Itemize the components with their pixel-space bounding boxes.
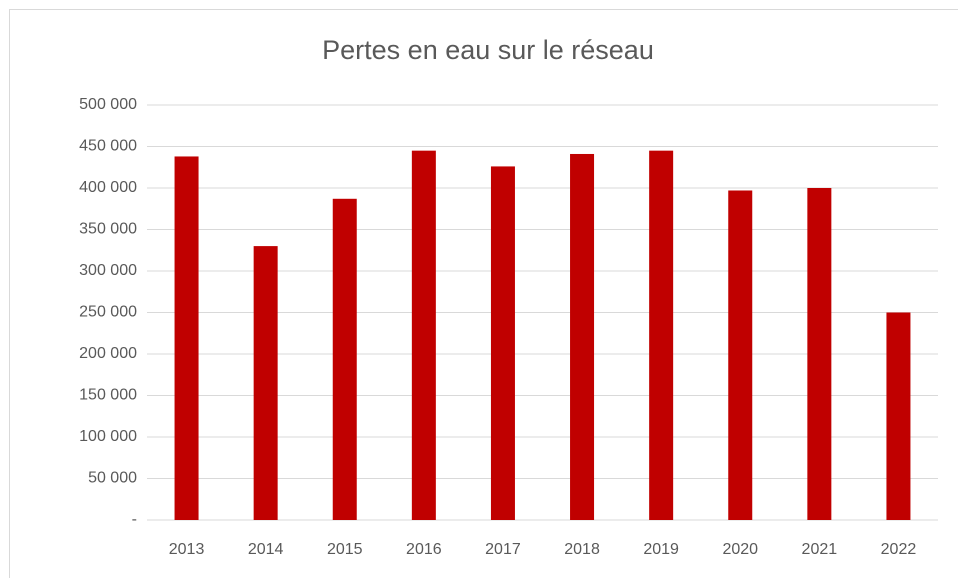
x-tick-label: 2018 bbox=[564, 541, 600, 558]
y-tick-label: 50 000 bbox=[88, 470, 137, 487]
y-tick-label: 350 000 bbox=[79, 221, 137, 238]
x-tick-label: 2013 bbox=[169, 541, 205, 558]
y-tick-label: 250 000 bbox=[79, 304, 137, 321]
bar bbox=[807, 188, 832, 520]
x-tick-label: 2021 bbox=[802, 541, 838, 558]
bar bbox=[411, 150, 436, 520]
chart-frame bbox=[9, 9, 958, 578]
bar bbox=[886, 312, 911, 520]
x-tick-label: 2015 bbox=[327, 541, 363, 558]
x-tick-label: 2020 bbox=[722, 541, 758, 558]
bar bbox=[174, 156, 199, 520]
y-tick-label: 500 000 bbox=[79, 96, 137, 113]
x-tick-label: 2019 bbox=[643, 541, 679, 558]
bar bbox=[253, 246, 278, 520]
y-tick-label: - bbox=[132, 511, 137, 528]
x-tick-label: 2022 bbox=[881, 541, 917, 558]
bar bbox=[649, 150, 674, 520]
bar bbox=[490, 166, 515, 521]
x-tick-label: 2014 bbox=[248, 541, 284, 558]
bar bbox=[570, 153, 595, 520]
y-tick-label: 450 000 bbox=[79, 138, 137, 155]
x-tick-label: 2016 bbox=[406, 541, 442, 558]
bar bbox=[332, 198, 357, 521]
y-tick-label: 400 000 bbox=[79, 179, 137, 196]
chart-title: Pertes en eau sur le réseau bbox=[322, 35, 654, 65]
bar bbox=[728, 190, 753, 521]
y-tick-label: 200 000 bbox=[79, 345, 137, 362]
x-tick-label: 2017 bbox=[485, 541, 521, 558]
y-tick-label: 100 000 bbox=[79, 428, 137, 445]
y-tick-label: 300 000 bbox=[79, 262, 137, 279]
y-tick-label: 150 000 bbox=[79, 387, 137, 404]
